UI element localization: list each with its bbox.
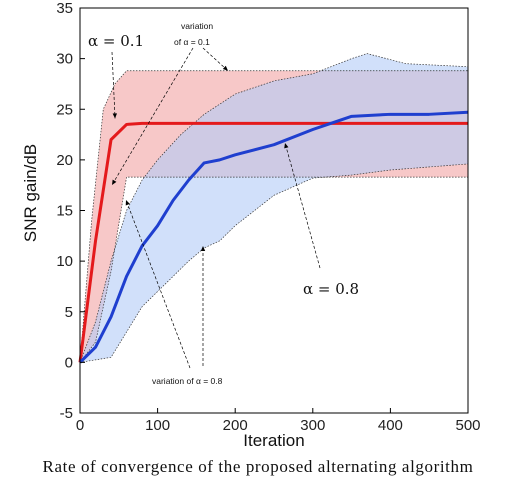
arrow-variation-0-1-to-edge (202, 47, 229, 72)
arrow-alpha-0-8-head (284, 143, 289, 149)
arrow-variation-0-1-to-band (111, 47, 194, 186)
x-tick-label: 500 (455, 417, 480, 434)
band-limit-lines (79, 53, 469, 363)
x-tick-label: 100 (145, 417, 170, 434)
x-tick-label: 400 (378, 417, 403, 434)
annotation-variation-0-8: variation of α = 0.8 (152, 376, 223, 386)
y-tick-label: 15 (56, 203, 73, 220)
arrow-variation-0-1-to-band-head (112, 179, 117, 185)
arrow-alpha-0-1 (111, 51, 116, 119)
y-tick-label: -5 (60, 405, 73, 422)
band-upper-edge-1 (79, 53, 469, 363)
figure-caption: Rate of convergence of the proposed alte… (42, 457, 474, 476)
series-line-1 (78, 110, 469, 364)
y-axis-label: SNR gain/dB (21, 144, 40, 242)
band-series-1 (80, 53, 468, 363)
annotation-variation-0-1-line2: of α = 0.1 (174, 37, 210, 47)
arrow-alpha-0-8 (284, 142, 321, 269)
confidence-bands (80, 53, 468, 363)
y-tick-label: 25 (56, 101, 73, 118)
x-axis-label: Iteration (243, 431, 304, 450)
arrow-variation-0-1-to-edge-head (222, 65, 228, 71)
x-tick-label: 0 (76, 417, 84, 434)
annotation-variation-0-1-line1: variation (181, 21, 213, 31)
band-upper-edge-0 (79, 70, 468, 363)
y-tick-label: 30 (56, 51, 73, 68)
series-lines (78, 110, 469, 364)
band-lower-edge-0 (79, 176, 468, 363)
y-tick-label: 10 (56, 253, 73, 270)
arrow-alpha-0-1-head (112, 113, 118, 119)
y-tick-label: 0 (65, 354, 73, 371)
annotation-arrows (111, 47, 321, 369)
x-tick-label: 300 (300, 417, 325, 434)
annotation-alpha-0-1: α = 0.1 (88, 32, 144, 50)
arrow-variation-0-8-to-edge-head (200, 246, 206, 251)
arrow-variation-0-8-to-band-head (125, 200, 130, 206)
y-tick-label: 20 (56, 152, 73, 169)
y-tick-label: 35 (56, 0, 73, 17)
annotation-alpha-0-8: α = 0.8 (303, 280, 359, 298)
y-tick-label: 5 (65, 304, 73, 321)
series-line-0 (78, 121, 468, 363)
x-tick-label: 200 (223, 417, 248, 434)
